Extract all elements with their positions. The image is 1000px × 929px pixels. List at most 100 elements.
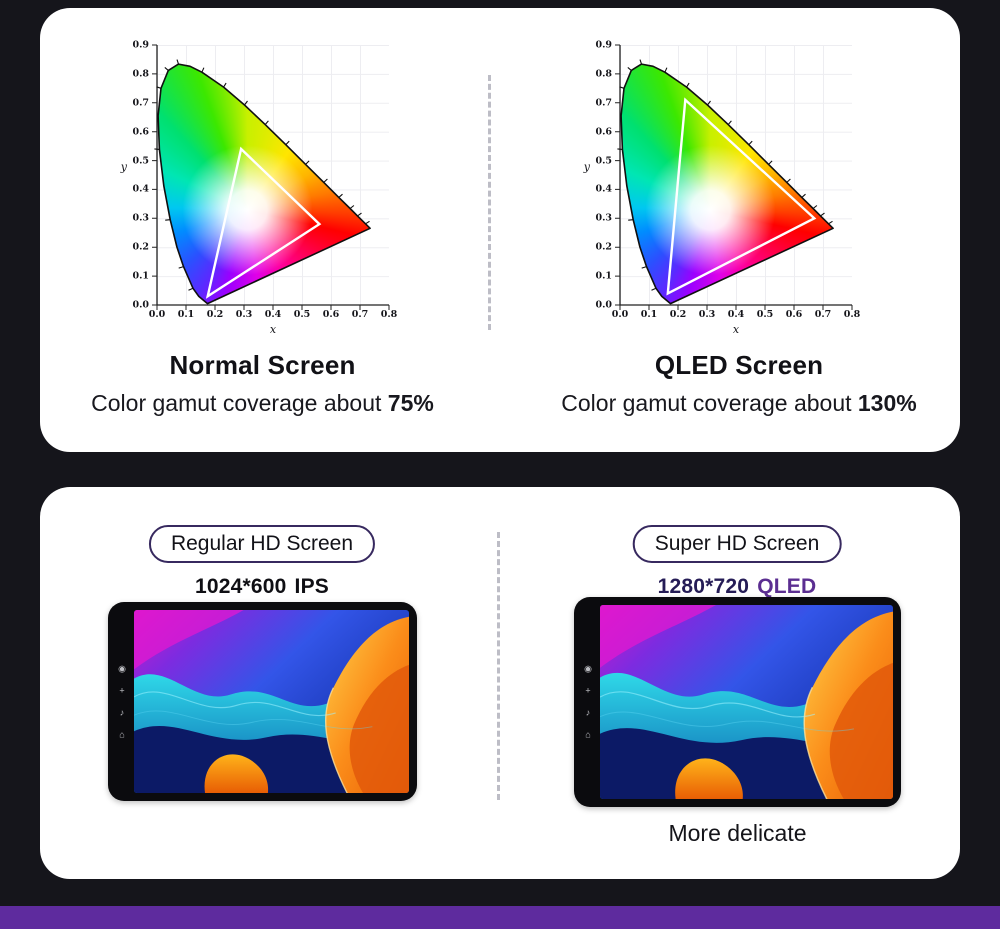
x-tick-label: 0.3 bbox=[698, 309, 716, 320]
x-tick-label: 0.3 bbox=[235, 309, 253, 320]
resolution-value: 1024*600 bbox=[195, 575, 287, 598]
badge-label: Super HD Screen bbox=[654, 532, 820, 555]
cie-chart-qled: 0.0 0.1 0.2 0.3 0.4 0.5 0.6 0.7 0.8 0.0 0.1 0.2 0.3… bbox=[584, 40, 860, 337]
resolution-value: 1280*720 bbox=[657, 575, 750, 598]
x-axis-label: x bbox=[269, 323, 277, 336]
x-tick-label: 0.8 bbox=[843, 309, 861, 320]
axes bbox=[156, 45, 389, 306]
x-tick-label: 0.4 bbox=[264, 309, 282, 320]
x-tick-label: 0.7 bbox=[814, 309, 832, 320]
y-tick-label: 0.0 bbox=[132, 299, 149, 311]
y-tick-label: 0.9 bbox=[595, 39, 612, 51]
divider-dashed bbox=[488, 75, 491, 330]
x-tick-label: 0.4 bbox=[727, 309, 745, 320]
y-tick-label: 0.3 bbox=[595, 212, 612, 224]
divider-dashed bbox=[497, 532, 500, 800]
x-axis-ticks: 0.0 0.1 0.2 0.3 0.4 0.5 0.6 0.7 0.8 bbox=[149, 305, 398, 321]
y-tick-label: 0.2 bbox=[595, 241, 612, 253]
caption-more-delicate: More delicate bbox=[668, 820, 807, 846]
resolution-left: 1024*600 IPS bbox=[195, 575, 329, 599]
gamut-triangle bbox=[666, 97, 817, 296]
y-tick-label: 0.8 bbox=[132, 68, 149, 80]
x-tick-label: 0.2 bbox=[669, 309, 687, 320]
gamut-heading-right: QLED Screen Color gamut coverage about 1… bbox=[518, 350, 960, 417]
device-side-buttons: ◉ + ♪ ⌂ bbox=[578, 663, 598, 740]
x-tick-label: 0.1 bbox=[640, 309, 658, 320]
music-icon: ♪ bbox=[119, 707, 125, 717]
y-tick-label: 0.1 bbox=[132, 270, 149, 282]
x-tick-label: 0.6 bbox=[785, 309, 803, 320]
y-tick-label: 0.7 bbox=[132, 97, 149, 109]
gamut-triangle bbox=[205, 146, 322, 299]
chart-plot: 0.0 0.1 0.2 0.3 0.4 0.5 0.6 0.7 0.8 0.0 0.1 0.2 0.3… bbox=[584, 40, 860, 337]
car-stereo-regular: ◉ + ♪ ⌂ bbox=[108, 602, 417, 801]
y-tick-label: 0.7 bbox=[595, 97, 612, 109]
gamut-subtitle-qled: Color gamut coverage about 130% bbox=[518, 390, 960, 417]
spectral-locus bbox=[620, 63, 834, 305]
y-tick-label: 0.5 bbox=[595, 155, 612, 167]
y-tick-label: 0.9 bbox=[132, 39, 149, 51]
gamut-heading-left: Normal Screen Color gamut coverage about… bbox=[40, 350, 485, 417]
cie-chart-normal: 0.0 0.1 0.2 0.3 0.4 0.5 0.6 0.7 0.8 0.0 0.1 0.2 0.3… bbox=[121, 40, 397, 337]
wallpaper-image bbox=[600, 605, 893, 799]
axis-tick-marks bbox=[152, 44, 390, 310]
gamut-comparison-card: 0.0 0.1 0.2 0.3 0.4 0.5 0.6 0.7 0.8 0.0 0.1 0.2 0.3… bbox=[40, 8, 960, 452]
power-icon: ◉ bbox=[118, 663, 126, 673]
x-tick-label: 0.6 bbox=[322, 309, 340, 320]
subtitle-text: Color gamut coverage about bbox=[91, 390, 388, 416]
coverage-value: 130% bbox=[857, 390, 917, 416]
y-tick-label: 0.8 bbox=[595, 68, 612, 80]
wavelength-tick-marks bbox=[617, 59, 833, 291]
y-tick-label: 0.6 bbox=[595, 126, 612, 138]
y-axis-label: y bbox=[583, 160, 590, 174]
y-tick-label: 0.6 bbox=[132, 126, 149, 138]
screen-comparison-card: Regular HD Screen Super HD Screen 1024*6… bbox=[40, 487, 960, 879]
coverage-value: 75% bbox=[387, 390, 434, 416]
footer-bar bbox=[0, 906, 1000, 929]
subtitle-text: Color gamut coverage about bbox=[561, 390, 858, 416]
y-tick-label: 0.3 bbox=[132, 212, 149, 224]
y-axis-ticks: 0.0 0.1 0.2 0.3 0.4 0.5 0.6 0.7 0.8 0.9 bbox=[590, 40, 620, 311]
gamut-subtitle-normal: Color gamut coverage about 75% bbox=[40, 390, 485, 417]
wallpaper-image bbox=[134, 610, 409, 793]
volume-up-icon: + bbox=[119, 685, 125, 695]
resolution-right: 1280*720 QLED bbox=[658, 575, 817, 599]
y-tick-label: 0.0 bbox=[595, 299, 612, 311]
y-tick-label: 0.4 bbox=[595, 183, 612, 195]
car-stereo-super: ◉ + ♪ ⌂ bbox=[574, 597, 901, 807]
badge-regular-hd: Regular HD Screen bbox=[148, 525, 376, 563]
x-axis-ticks: 0.0 0.1 0.2 0.3 0.4 0.5 0.6 0.7 0.8 bbox=[612, 305, 861, 321]
axes bbox=[619, 45, 852, 306]
y-tick-label: 0.1 bbox=[595, 270, 612, 282]
gamut-title-normal: Normal Screen bbox=[169, 350, 356, 380]
y-tick-label: 0.2 bbox=[132, 241, 149, 253]
badge-super-hd: Super HD Screen bbox=[632, 525, 842, 563]
x-tick-label: 0.1 bbox=[177, 309, 195, 320]
music-icon: ♪ bbox=[585, 707, 591, 718]
x-tick-label: 0.0 bbox=[148, 309, 166, 320]
gamut-title-qled: QLED Screen bbox=[654, 350, 824, 380]
y-tick-label: 0.4 bbox=[132, 183, 149, 195]
x-tick-label: 0.5 bbox=[756, 309, 774, 320]
home-icon: ⌂ bbox=[119, 729, 125, 739]
y-axis-ticks: 0.0 0.1 0.2 0.3 0.4 0.5 0.6 0.7 0.8 0.9 bbox=[127, 40, 157, 311]
panel-type: QLED bbox=[757, 575, 817, 598]
power-icon: ◉ bbox=[584, 663, 592, 674]
x-tick-label: 0.0 bbox=[611, 309, 629, 320]
device-side-buttons: ◉ + ♪ ⌂ bbox=[112, 664, 132, 739]
device-screen bbox=[600, 605, 893, 799]
wavelength-tick-marks bbox=[154, 59, 370, 291]
x-axis-label: x bbox=[732, 323, 740, 336]
home-icon: ⌂ bbox=[585, 729, 591, 740]
volume-up-icon: + bbox=[585, 685, 591, 696]
chart-plot: 0.0 0.1 0.2 0.3 0.4 0.5 0.6 0.7 0.8 0.0 0.1 0.2 0.3… bbox=[121, 40, 397, 337]
y-tick-label: 0.5 bbox=[132, 155, 149, 167]
y-axis-label: y bbox=[120, 160, 127, 174]
x-tick-label: 0.5 bbox=[293, 309, 311, 320]
chart-overlay bbox=[615, 44, 853, 310]
chart-overlay bbox=[152, 44, 390, 310]
spectral-locus bbox=[157, 63, 371, 305]
badge-label: Regular HD Screen bbox=[170, 532, 354, 555]
axis-tick-marks bbox=[615, 44, 853, 310]
